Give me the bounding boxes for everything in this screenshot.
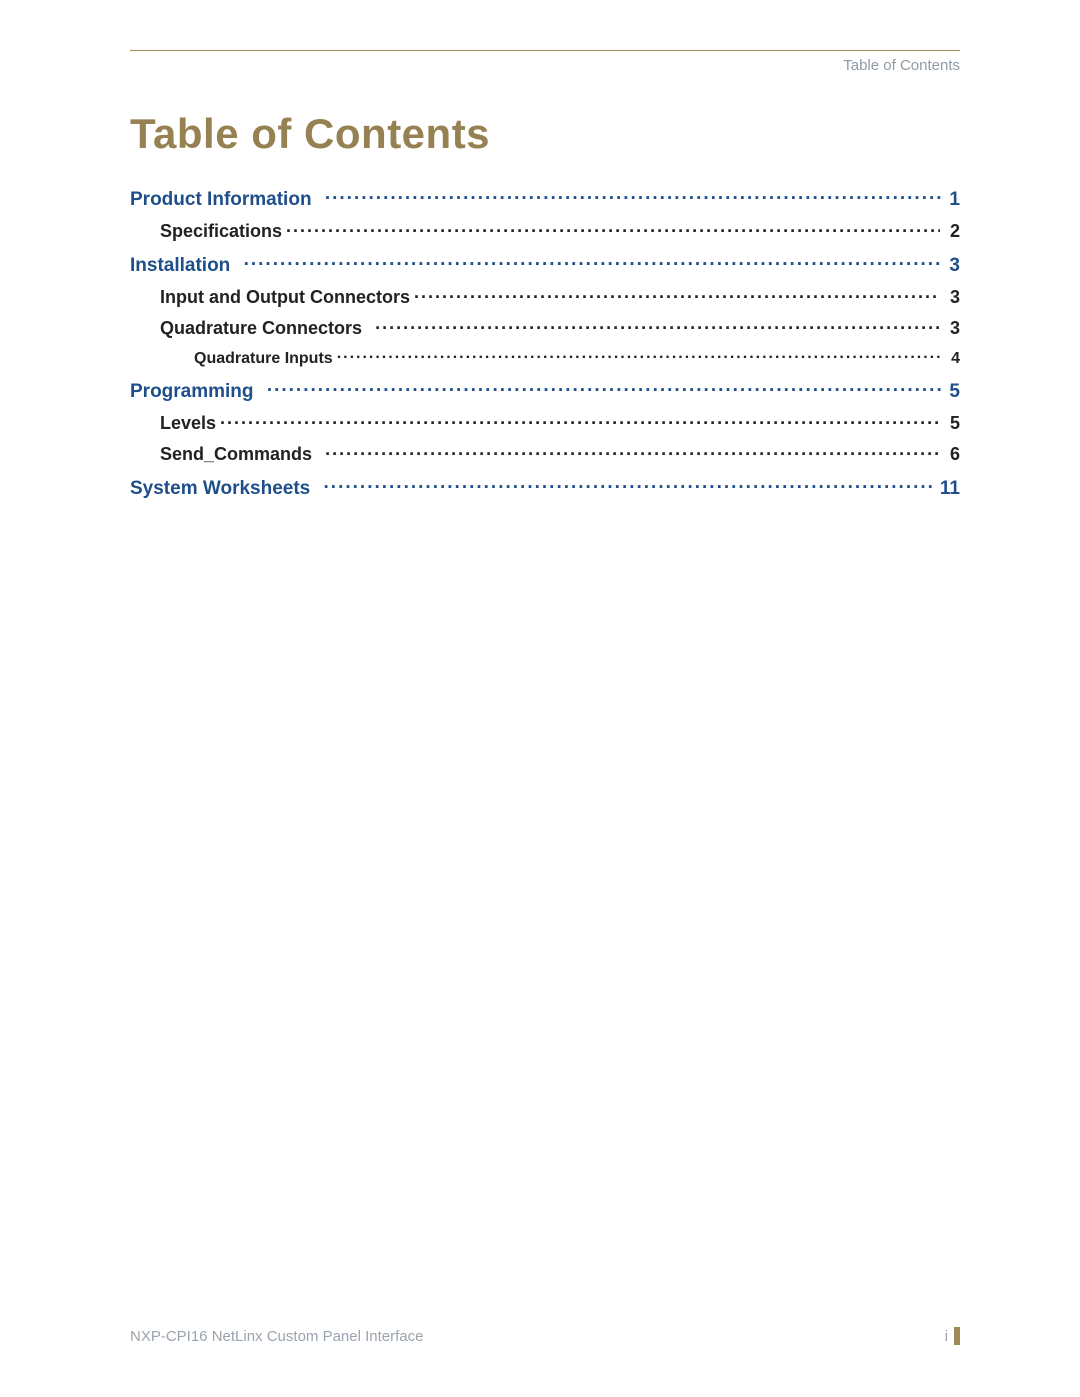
toc-spacer (316, 189, 325, 211)
toc-spacer (234, 255, 243, 277)
toc-leader (220, 411, 940, 429)
toc-label: System Worksheets (130, 478, 314, 500)
toc-page: 1 (943, 189, 960, 211)
toc-entry[interactable]: Specifications 2 (130, 219, 960, 242)
toc-leader (286, 219, 940, 237)
toc-leader (325, 186, 944, 205)
toc-label: Levels (160, 413, 220, 434)
footer-left: NXP-CPI16 NetLinx Custom Panel Interface (130, 1328, 423, 1345)
toc-entry[interactable]: Send_Commands 6 (130, 442, 960, 465)
page-footer: NXP-CPI16 NetLinx Custom Panel Interface… (130, 1327, 960, 1345)
toc-leader (325, 442, 940, 460)
toc-leader (244, 252, 944, 271)
toc-label: Installation (130, 255, 234, 277)
toc-page: 11 (934, 478, 960, 500)
toc-label: Quadrature Inputs (194, 350, 337, 368)
toc-label: Product Information (130, 189, 316, 211)
toc-page: 3 (940, 318, 960, 339)
toc-label: Programming (130, 381, 258, 403)
toc-entry[interactable]: Programming 5 (130, 378, 960, 403)
toc-leader (337, 347, 940, 363)
toc-entry[interactable]: Input and Output Connectors 3 (130, 285, 960, 308)
footer-page-number: i (945, 1328, 948, 1345)
toc-page: 3 (940, 287, 960, 308)
toc-page: 6 (940, 444, 960, 465)
footer-right: i (945, 1327, 960, 1345)
footer-tick-icon (954, 1327, 960, 1345)
page-title: Table of Contents (130, 110, 960, 158)
table-of-contents: Product Information 1 Specifications 2 I… (130, 186, 960, 500)
toc-page: 4 (940, 350, 960, 368)
toc-label: Input and Output Connectors (160, 287, 414, 308)
toc-entry[interactable]: Levels 5 (130, 411, 960, 434)
toc-leader (414, 285, 940, 303)
toc-leader (324, 475, 934, 494)
toc-spacer (366, 318, 375, 339)
top-rule (130, 50, 960, 51)
toc-page: 5 (943, 381, 960, 403)
toc-entry[interactable]: System Worksheets 11 (130, 475, 960, 500)
toc-spacer (316, 444, 325, 465)
toc-label: Send_Commands (160, 444, 316, 465)
toc-page: 5 (940, 413, 960, 434)
document-page: Table of Contents Table of Contents Prod… (0, 0, 1080, 1397)
header-label: Table of Contents (130, 57, 960, 74)
toc-page: 2 (940, 221, 960, 242)
toc-entry[interactable]: Installation 3 (130, 252, 960, 277)
toc-label: Specifications (160, 221, 286, 242)
toc-entry[interactable]: Product Information 1 (130, 186, 960, 211)
toc-leader (267, 378, 944, 397)
toc-spacer (314, 478, 323, 500)
toc-entry[interactable]: Quadrature Inputs 4 (130, 347, 960, 368)
toc-leader (375, 316, 940, 334)
toc-page: 3 (943, 255, 960, 277)
toc-spacer (258, 381, 267, 403)
toc-entry[interactable]: Quadrature Connectors 3 (130, 316, 960, 339)
toc-label: Quadrature Connectors (160, 318, 366, 339)
